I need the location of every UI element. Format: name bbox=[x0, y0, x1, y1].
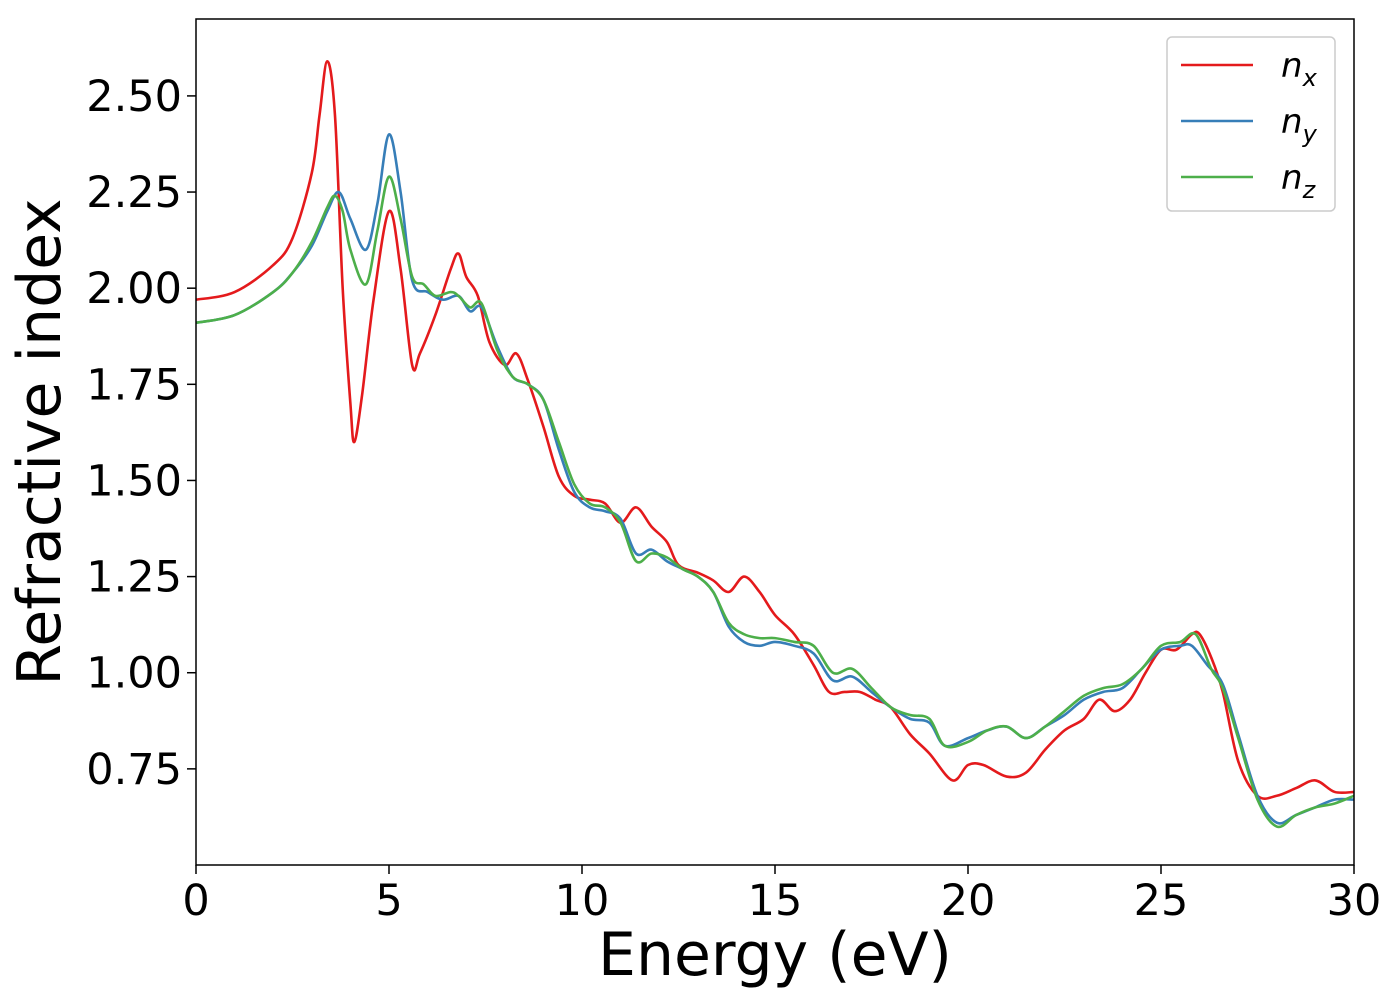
legend-box bbox=[1166, 36, 1336, 212]
series-line-nz bbox=[196, 175, 1354, 829]
x-axis-ticks: 0 5 10 15 20 25 30 bbox=[182, 865, 1381, 926]
legend-label-ny: ny bbox=[1281, 102, 1318, 148]
legend-label-nx: nx bbox=[1281, 46, 1318, 92]
x-tick-label: 0 bbox=[182, 876, 209, 926]
y-axis-title: Refractive index bbox=[5, 198, 75, 685]
legend-label-nz: nz bbox=[1281, 158, 1317, 204]
x-axis-title: Energy (eV) bbox=[598, 920, 952, 990]
series-line-nx bbox=[196, 60, 1354, 800]
y-tick-label: 0.75 bbox=[86, 745, 182, 795]
legend: nx ny nz bbox=[1166, 36, 1336, 212]
y-tick-label: 1.50 bbox=[86, 456, 182, 506]
y-tick-label: 2.25 bbox=[86, 168, 182, 218]
x-tick-label: 20 bbox=[941, 876, 996, 926]
y-tick-label: 1.00 bbox=[86, 649, 182, 699]
y-tick-label: 1.75 bbox=[86, 360, 182, 410]
x-tick-label: 25 bbox=[1134, 876, 1189, 926]
series-line-ny bbox=[196, 133, 1354, 825]
x-tick-label: 10 bbox=[555, 876, 610, 926]
x-tick-label: 30 bbox=[1327, 876, 1382, 926]
y-axis-ticks: 0.75 1.00 1.25 1.50 1.75 2.00 2.25 2.50 bbox=[86, 72, 196, 795]
y-tick-label: 2.00 bbox=[86, 264, 182, 314]
series-layer bbox=[196, 60, 1354, 829]
x-tick-label: 15 bbox=[748, 876, 803, 926]
y-tick-label: 2.50 bbox=[86, 72, 182, 122]
y-tick-label: 1.25 bbox=[86, 553, 182, 603]
x-tick-label: 5 bbox=[375, 876, 402, 926]
